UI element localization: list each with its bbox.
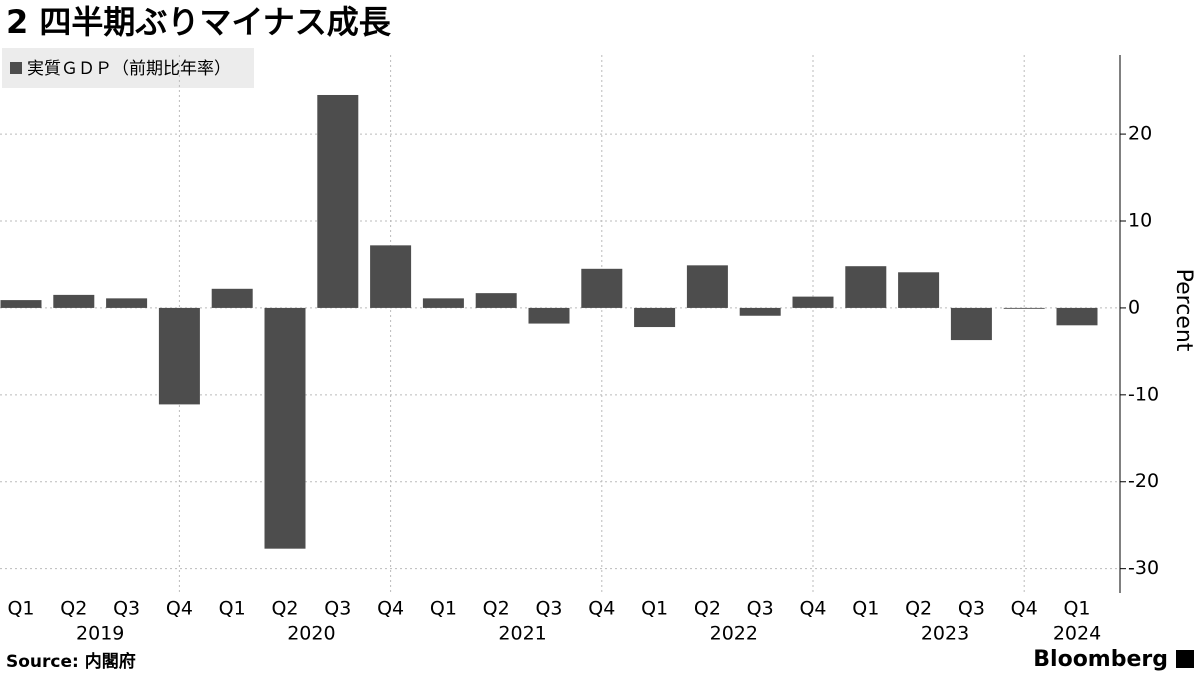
x-group-label: 2019 [76, 623, 124, 645]
source: Source: 内閣府 [6, 651, 136, 672]
bar [264, 307, 306, 549]
x-tick-label: Q4 [1011, 598, 1038, 620]
x-tick-label: Q2 [271, 598, 298, 620]
bar [950, 307, 992, 341]
x-tick-label: Q1 [1063, 598, 1090, 620]
bar [739, 307, 781, 316]
x-tick-label: Q2 [60, 598, 87, 620]
legend-label: 実質ＧＤＰ（前期比年率） [27, 59, 231, 79]
y-tick-label: 20 [1128, 123, 1152, 145]
x-tick-label: Q1 [7, 598, 34, 620]
bar [317, 94, 359, 308]
x-tick-label: Q1 [219, 598, 246, 620]
x-tick-label: Q2 [905, 598, 932, 620]
legend-box [2, 48, 254, 88]
bar [106, 298, 148, 308]
brand-icon [1176, 650, 1194, 668]
y-tick-label: -10 [1128, 383, 1159, 405]
y-tick-label: 0 [1128, 296, 1140, 318]
x-tick-label: Q3 [113, 598, 140, 620]
x-tick-label: Q3 [324, 598, 351, 620]
y-axis-label: Percent [1171, 269, 1196, 352]
bar [422, 298, 464, 308]
bar [634, 307, 676, 328]
bar [53, 294, 95, 308]
x-tick-label: Q4 [588, 598, 615, 620]
bar [1056, 307, 1098, 326]
x-tick-label: Q3 [535, 598, 562, 620]
x-group-label: 2020 [287, 623, 335, 645]
x-group-label: 2022 [710, 623, 758, 645]
bar [211, 288, 253, 308]
x-group-label: 2024 [1053, 623, 1101, 645]
y-tick-label: 10 [1128, 210, 1152, 232]
x-tick-label: Q1 [852, 598, 879, 620]
x-tick-label: Q4 [166, 598, 193, 620]
x-tick-label: Q1 [641, 598, 668, 620]
legend-swatch [10, 62, 22, 74]
bar [475, 293, 517, 308]
x-tick-label: Q3 [958, 598, 985, 620]
bar [0, 300, 42, 308]
bar [528, 307, 570, 324]
bar [1003, 307, 1045, 309]
bar [792, 296, 834, 308]
bar [158, 307, 200, 405]
x-tick-label: Q1 [430, 598, 457, 620]
x-tick-label: Q4 [799, 598, 826, 620]
bar [898, 272, 940, 308]
brand: Bloomberg [1033, 647, 1168, 672]
x-tick-label: Q3 [747, 598, 774, 620]
y-tick-label: -20 [1128, 470, 1159, 492]
bar [581, 268, 623, 308]
x-tick-label: Q2 [483, 598, 510, 620]
x-group-label: 2023 [921, 623, 969, 645]
bar [686, 265, 728, 308]
bar [370, 245, 412, 308]
x-tick-label: Q4 [377, 598, 404, 620]
x-group-label: 2021 [498, 623, 546, 645]
chart-title: 2 四半期ぶりマイナス成長 [6, 3, 392, 41]
x-tick-label: Q2 [694, 598, 721, 620]
bar [845, 266, 887, 308]
y-tick-label: -30 [1128, 557, 1159, 579]
